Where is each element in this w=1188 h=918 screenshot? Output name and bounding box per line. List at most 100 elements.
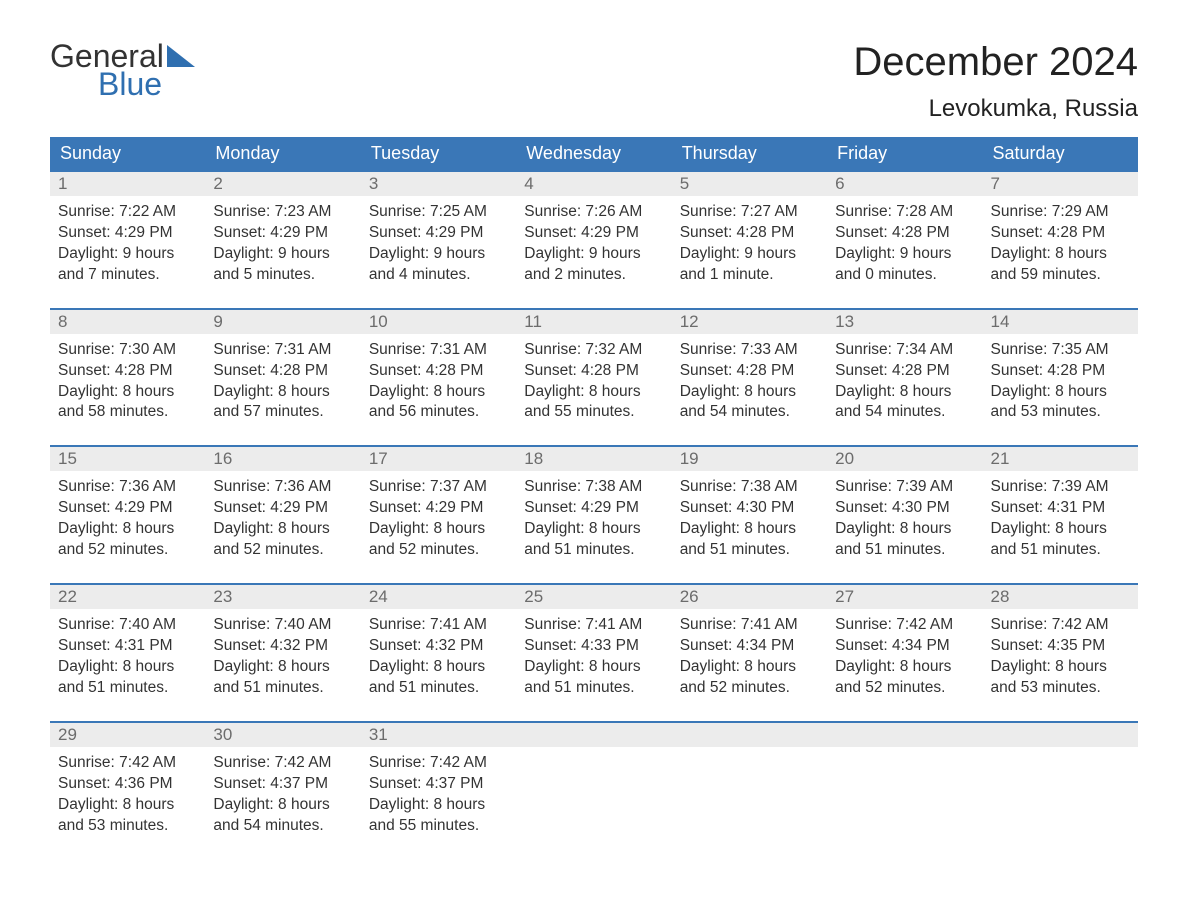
day-number: 13 xyxy=(827,310,982,334)
day-body: Sunrise: 7:31 AMSunset: 4:28 PMDaylight:… xyxy=(361,334,516,434)
day-number: 16 xyxy=(205,447,360,471)
calendar-day: 3Sunrise: 7:25 AMSunset: 4:29 PMDaylight… xyxy=(361,172,516,296)
day-body: Sunrise: 7:39 AMSunset: 4:30 PMDaylight:… xyxy=(827,471,982,571)
day-body: Sunrise: 7:27 AMSunset: 4:28 PMDaylight:… xyxy=(672,196,827,296)
day-number: 1 xyxy=(50,172,205,196)
sunset-line: Sunset: 4:35 PM xyxy=(991,636,1130,657)
sunset-line: Sunset: 4:29 PM xyxy=(213,223,352,244)
sunrise-line: Sunrise: 7:27 AM xyxy=(680,202,819,223)
weekday-sunday: Sunday xyxy=(50,137,205,170)
day-number: . xyxy=(827,723,982,747)
daylight-line-1: Daylight: 8 hours xyxy=(58,795,197,816)
daylight-line-1: Daylight: 8 hours xyxy=(524,382,663,403)
day-number: . xyxy=(672,723,827,747)
daylight-line-1: Daylight: 8 hours xyxy=(991,382,1130,403)
day-number: 8 xyxy=(50,310,205,334)
sunrise-line: Sunrise: 7:37 AM xyxy=(369,477,508,498)
calendar-day: 18Sunrise: 7:38 AMSunset: 4:29 PMDayligh… xyxy=(516,447,671,571)
day-number: 11 xyxy=(516,310,671,334)
daylight-line-1: Daylight: 8 hours xyxy=(991,657,1130,678)
day-body: Sunrise: 7:41 AMSunset: 4:34 PMDaylight:… xyxy=(672,609,827,709)
sunrise-line: Sunrise: 7:39 AM xyxy=(991,477,1130,498)
weekday-wednesday: Wednesday xyxy=(516,137,671,170)
daylight-line-2: and 54 minutes. xyxy=(680,402,819,423)
day-body: Sunrise: 7:35 AMSunset: 4:28 PMDaylight:… xyxy=(983,334,1138,434)
day-number: 7 xyxy=(983,172,1138,196)
weeks-container: 1Sunrise: 7:22 AMSunset: 4:29 PMDaylight… xyxy=(50,170,1138,846)
sunset-line: Sunset: 4:28 PM xyxy=(680,223,819,244)
daylight-line-1: Daylight: 9 hours xyxy=(369,244,508,265)
daylight-line-1: Daylight: 8 hours xyxy=(835,382,974,403)
brand-word2: Blue xyxy=(98,68,195,100)
daylight-line-1: Daylight: 8 hours xyxy=(835,657,974,678)
sunset-line: Sunset: 4:29 PM xyxy=(369,498,508,519)
day-body: Sunrise: 7:42 AMSunset: 4:36 PMDaylight:… xyxy=(50,747,205,847)
day-number: 28 xyxy=(983,585,1138,609)
sunset-line: Sunset: 4:28 PM xyxy=(213,361,352,382)
sunrise-line: Sunrise: 7:28 AM xyxy=(835,202,974,223)
day-number: 24 xyxy=(361,585,516,609)
sunrise-line: Sunrise: 7:35 AM xyxy=(991,340,1130,361)
calendar-day: 19Sunrise: 7:38 AMSunset: 4:30 PMDayligh… xyxy=(672,447,827,571)
calendar-day: 5Sunrise: 7:27 AMSunset: 4:28 PMDaylight… xyxy=(672,172,827,296)
sunrise-line: Sunrise: 7:42 AM xyxy=(835,615,974,636)
day-body: Sunrise: 7:42 AMSunset: 4:34 PMDaylight:… xyxy=(827,609,982,709)
weekday-monday: Monday xyxy=(205,137,360,170)
daylight-line-2: and 51 minutes. xyxy=(213,678,352,699)
sunrise-line: Sunrise: 7:38 AM xyxy=(524,477,663,498)
day-body: Sunrise: 7:37 AMSunset: 4:29 PMDaylight:… xyxy=(361,471,516,571)
sunset-line: Sunset: 4:29 PM xyxy=(58,498,197,519)
daylight-line-1: Daylight: 8 hours xyxy=(58,657,197,678)
weekday-header: Sunday Monday Tuesday Wednesday Thursday… xyxy=(50,137,1138,170)
sunrise-line: Sunrise: 7:31 AM xyxy=(369,340,508,361)
daylight-line-1: Daylight: 8 hours xyxy=(369,795,508,816)
sunset-line: Sunset: 4:32 PM xyxy=(369,636,508,657)
sunset-line: Sunset: 4:28 PM xyxy=(524,361,663,382)
day-number: 15 xyxy=(50,447,205,471)
sunrise-line: Sunrise: 7:42 AM xyxy=(58,753,197,774)
day-number: 26 xyxy=(672,585,827,609)
sunset-line: Sunset: 4:31 PM xyxy=(991,498,1130,519)
daylight-line-2: and 0 minutes. xyxy=(835,265,974,286)
sunset-line: Sunset: 4:34 PM xyxy=(835,636,974,657)
day-number: 18 xyxy=(516,447,671,471)
daylight-line-2: and 52 minutes. xyxy=(369,540,508,561)
calendar-day: 27Sunrise: 7:42 AMSunset: 4:34 PMDayligh… xyxy=(827,585,982,709)
day-body: Sunrise: 7:36 AMSunset: 4:29 PMDaylight:… xyxy=(50,471,205,571)
sunrise-line: Sunrise: 7:33 AM xyxy=(680,340,819,361)
calendar-day: 10Sunrise: 7:31 AMSunset: 4:28 PMDayligh… xyxy=(361,310,516,434)
daylight-line-1: Daylight: 9 hours xyxy=(213,244,352,265)
sunset-line: Sunset: 4:29 PM xyxy=(369,223,508,244)
day-number: . xyxy=(983,723,1138,747)
daylight-line-2: and 7 minutes. xyxy=(58,265,197,286)
day-number: 22 xyxy=(50,585,205,609)
day-number: 14 xyxy=(983,310,1138,334)
calendar-week: 29Sunrise: 7:42 AMSunset: 4:36 PMDayligh… xyxy=(50,721,1138,847)
sunrise-line: Sunrise: 7:26 AM xyxy=(524,202,663,223)
daylight-line-2: and 54 minutes. xyxy=(213,816,352,837)
daylight-line-1: Daylight: 8 hours xyxy=(58,382,197,403)
day-body: Sunrise: 7:42 AMSunset: 4:37 PMDaylight:… xyxy=(205,747,360,847)
sunrise-line: Sunrise: 7:36 AM xyxy=(213,477,352,498)
day-body: Sunrise: 7:32 AMSunset: 4:28 PMDaylight:… xyxy=(516,334,671,434)
sunset-line: Sunset: 4:28 PM xyxy=(835,223,974,244)
daylight-line-2: and 53 minutes. xyxy=(991,678,1130,699)
daylight-line-2: and 58 minutes. xyxy=(58,402,197,423)
day-body: Sunrise: 7:33 AMSunset: 4:28 PMDaylight:… xyxy=(672,334,827,434)
sunrise-line: Sunrise: 7:22 AM xyxy=(58,202,197,223)
daylight-line-1: Daylight: 8 hours xyxy=(58,519,197,540)
day-number: 12 xyxy=(672,310,827,334)
calendar-week: 22Sunrise: 7:40 AMSunset: 4:31 PMDayligh… xyxy=(50,583,1138,709)
day-body: Sunrise: 7:38 AMSunset: 4:29 PMDaylight:… xyxy=(516,471,671,571)
calendar-day: 4Sunrise: 7:26 AMSunset: 4:29 PMDaylight… xyxy=(516,172,671,296)
sunset-line: Sunset: 4:28 PM xyxy=(369,361,508,382)
day-body: Sunrise: 7:40 AMSunset: 4:31 PMDaylight:… xyxy=(50,609,205,709)
daylight-line-1: Daylight: 8 hours xyxy=(524,657,663,678)
sunrise-line: Sunrise: 7:23 AM xyxy=(213,202,352,223)
location-title: Levokumka, Russia xyxy=(853,95,1138,123)
sunset-line: Sunset: 4:31 PM xyxy=(58,636,197,657)
brand-logo: General Blue xyxy=(50,40,195,100)
day-body: Sunrise: 7:41 AMSunset: 4:32 PMDaylight:… xyxy=(361,609,516,709)
calendar-day: 23Sunrise: 7:40 AMSunset: 4:32 PMDayligh… xyxy=(205,585,360,709)
sunrise-line: Sunrise: 7:36 AM xyxy=(58,477,197,498)
